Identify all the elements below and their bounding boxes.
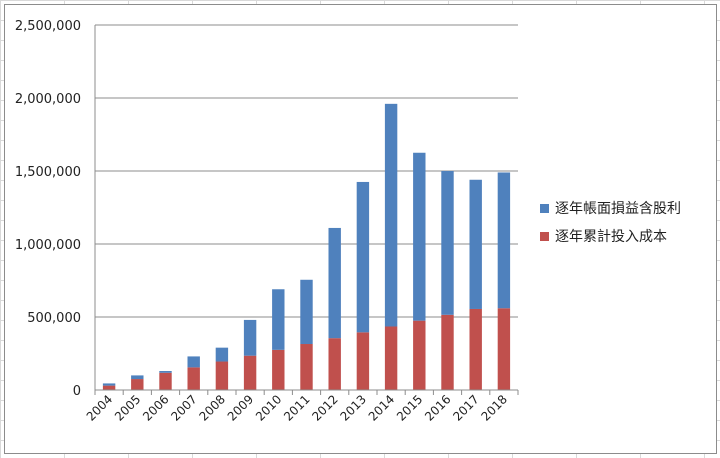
x-tick-label: 2017	[450, 392, 481, 423]
y-axis-ticks: 0 500,000 1,000,000 1,500,000 2,000,000 2,500…	[15, 19, 81, 399]
x-tick-label: 2004	[84, 392, 115, 423]
bar-segment-cost-2013[interactable]	[356, 332, 370, 390]
bar-segment-cost-2008[interactable]	[215, 361, 229, 390]
legend-swatch	[540, 232, 549, 241]
bar-segment-cost-2016[interactable]	[441, 314, 454, 390]
x-tick-label: 2007	[168, 392, 199, 423]
x-tick-label: 2012	[309, 392, 340, 423]
bar-segment-gain-2007[interactable]	[187, 356, 200, 368]
bar-segment-gain-2005[interactable]	[131, 375, 144, 380]
bar-segment-gain-2017[interactable]	[469, 179, 482, 309]
x-tick-label: 2011	[281, 392, 312, 423]
bar-segment-cost-2007[interactable]	[187, 367, 200, 390]
bar-segment-cost-2012[interactable]	[328, 338, 341, 390]
legend-swatch	[540, 204, 549, 213]
x-tick-label: 2010	[253, 392, 284, 423]
x-tick-label: 2016	[422, 392, 453, 423]
bar-segment-cost-2011[interactable]	[300, 344, 313, 390]
bar-segment-gain-2008[interactable]	[215, 347, 229, 362]
bar-segment-cost-2009[interactable]	[243, 355, 257, 390]
bar-segment-cost-2004[interactable]	[102, 385, 116, 390]
y-tick-label: 1,000,000	[15, 238, 81, 253]
axes	[94, 25, 519, 395]
x-tick-label: 2013	[338, 392, 369, 423]
bar-segment-cost-2018[interactable]	[497, 308, 511, 390]
x-tick-label: 2006	[140, 392, 171, 423]
bar-segment-gain-2012[interactable]	[328, 227, 341, 339]
bar-segment-cost-2017[interactable]	[469, 308, 482, 390]
bar-segment-cost-2005[interactable]	[131, 379, 144, 390]
x-tick-label: 2005	[112, 392, 143, 423]
bar-segment-cost-2015[interactable]	[413, 320, 426, 390]
x-tick-label: 2014	[366, 392, 397, 423]
bar-segment-cost-2010[interactable]	[272, 349, 285, 390]
legend-label: 逐年帳面損益含股利	[555, 201, 681, 217]
y-tick-label: 0	[73, 384, 81, 399]
x-tick-label: 2015	[394, 392, 425, 423]
stacked-bar-chart: 0 500,000 1,000,000 1,500,000 2,000,000 2,500…	[15, 19, 681, 424]
bar-segment-gain-2010[interactable]	[272, 289, 285, 350]
legend-label: 逐年累計投入成本	[555, 229, 667, 245]
y-tick-label: 2,000,000	[15, 92, 81, 107]
bar-segment-gain-2018[interactable]	[497, 172, 511, 309]
bar-segment-gain-2006[interactable]	[159, 371, 172, 373]
gridlines	[95, 24, 518, 318]
y-tick-label: 500,000	[27, 311, 81, 326]
bar-segment-cost-2006[interactable]	[159, 372, 172, 390]
x-tick-label: 2009	[225, 392, 256, 423]
x-tick-label: 2018	[479, 392, 510, 423]
y-tick-label: 1,500,000	[15, 165, 81, 180]
bar-segment-gain-2013[interactable]	[356, 181, 370, 333]
bar-segment-gain-2015[interactable]	[413, 152, 426, 321]
bar-segment-gain-2016[interactable]	[441, 171, 454, 315]
x-axis-ticks: 2004200520062007200820092010201120122013…	[84, 392, 510, 423]
bar-segment-gain-2014[interactable]	[384, 103, 398, 327]
x-tick-label: 2008	[197, 392, 228, 423]
chart-area[interactable]: 0 500,000 1,000,000 1,500,000 2,000,000 2,500…	[4, 4, 717, 454]
bar-segment-gain-2009[interactable]	[243, 319, 257, 356]
bar-segment-gain-2011[interactable]	[300, 279, 313, 345]
y-tick-label: 2,500,000	[15, 19, 81, 34]
bar-segment-gain-2004[interactable]	[102, 383, 116, 386]
bars	[102, 103, 511, 390]
bar-segment-cost-2014[interactable]	[384, 326, 398, 390]
